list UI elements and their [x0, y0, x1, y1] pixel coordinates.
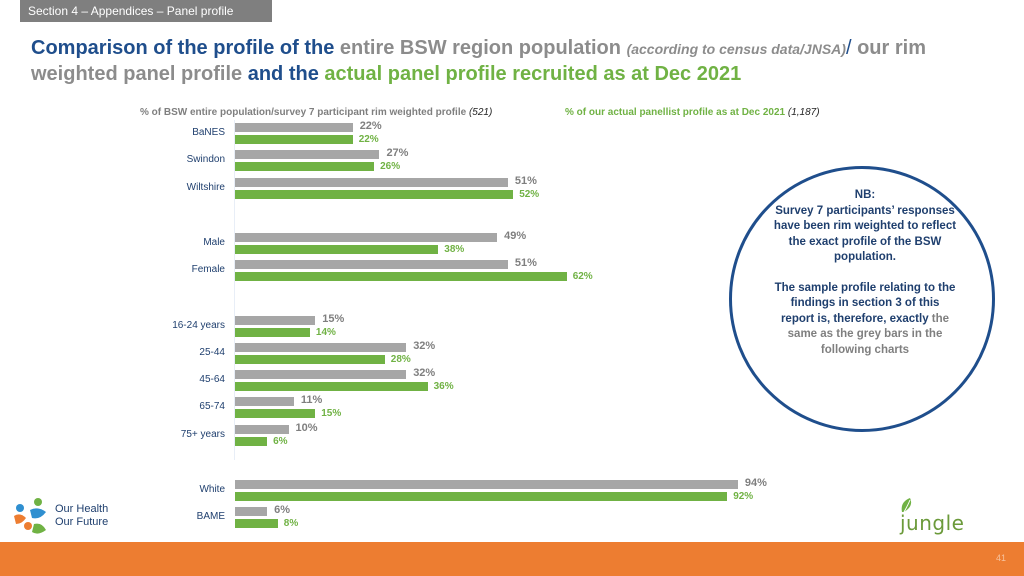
nb-note: NB: Survey 7 participants’ responses hav… [773, 188, 957, 358]
value-label-green-16-24-years: 14% [315, 327, 336, 338]
bar-green-16-24-years [235, 328, 310, 337]
value-label-grey-white: 94% [744, 477, 767, 489]
page-number: 41 [995, 553, 1006, 563]
category-label-65-74: 65-74 [199, 401, 225, 412]
title-part-5: our rim weighted panel profile [31, 37, 926, 85]
bar-green-wiltshire [235, 190, 514, 199]
category-label-white: White [199, 484, 225, 495]
title-part-2: entire BSW region population [339, 37, 627, 59]
bar-green-white [235, 492, 728, 501]
value-label-grey-45-64: 32% [413, 367, 436, 379]
nb-circle [729, 166, 995, 432]
bar-green-45-64 [235, 382, 428, 391]
value-label-grey-25-44: 32% [413, 340, 436, 352]
nb-para-2: The sample profile relating to the findi… [773, 281, 957, 359]
title-part-4: / [845, 37, 858, 59]
bar-green-65-74 [235, 409, 316, 418]
our-health-logo-text: Our Health Our Future [55, 503, 108, 529]
category-label-banes: BaNES [192, 127, 225, 138]
title-part-6: and the [247, 63, 325, 85]
category-label-16-24-years: 16-24 years [172, 320, 225, 331]
legend-green-n: (1,187) [787, 107, 820, 118]
bar-green-bame [235, 519, 278, 528]
value-label-grey-female: 51% [514, 257, 537, 269]
value-label-green-male: 38% [444, 244, 465, 255]
value-label-grey-banes: 22% [359, 120, 382, 132]
legend-green-text: % of our actual panellist profile as at … [565, 107, 788, 118]
bar-grey-16-24-years [235, 316, 316, 325]
category-label-female: Female [191, 264, 225, 275]
value-label-grey-male: 49% [504, 230, 527, 242]
value-label-green-female: 62% [572, 271, 593, 282]
bar-green-banes [235, 135, 353, 144]
category-label-75-years: 75+ years [180, 429, 225, 440]
value-label-grey-swindon: 27% [386, 147, 409, 159]
value-label-green-wiltshire: 52% [519, 189, 540, 200]
category-label-45-64: 45-64 [199, 374, 225, 385]
leaf-icon [901, 498, 912, 513]
bar-green-male [235, 245, 439, 254]
nb-heading: NB: [854, 189, 876, 201]
category-label-bame: BAME [196, 511, 225, 522]
value-label-grey-75-years: 10% [295, 422, 318, 434]
nb-para-2-fade: the same as the grey bars in the followi… [787, 312, 950, 356]
value-label-green-45-64: 36% [433, 381, 454, 392]
bar-grey-male [235, 233, 498, 242]
nb-para-1: Survey 7 participants’ responses have be… [773, 204, 957, 264]
legend-grey: % of BSW entire population/survey 7 part… [140, 107, 492, 118]
legend-grey-text: % of BSW entire population/survey 7 part… [140, 107, 469, 118]
footer-bar [0, 542, 1024, 576]
value-label-green-25-44: 28% [390, 354, 411, 365]
value-label-grey-bame: 6% [274, 504, 290, 516]
value-label-green-bame: 8% [283, 518, 299, 529]
category-label-male: Male [203, 237, 225, 248]
category-label-25-44: 25-44 [199, 347, 225, 358]
our-health-our-future-logo [14, 498, 46, 534]
bar-grey-75-years [235, 425, 289, 434]
title-part-7: actual panel profile recruited as at Dec… [324, 63, 742, 85]
title-part-3: (according to census data/JNSA) [626, 41, 846, 57]
value-label-green-75-years: 6% [273, 436, 288, 447]
legend-green: % of our actual panellist profile as at … [565, 107, 820, 118]
bar-green-75-years [235, 437, 268, 446]
page-title: Comparison of the profile of the entire … [31, 36, 1001, 87]
bar-grey-wiltshire [235, 178, 508, 187]
bar-grey-banes [235, 123, 353, 132]
bar-green-female [235, 272, 567, 281]
value-label-green-white: 92% [733, 491, 754, 502]
bar-grey-female [235, 260, 508, 269]
value-label-grey-65-74: 11% [300, 394, 323, 406]
logo-line-2: Our Future [55, 516, 109, 528]
value-label-green-banes: 22% [358, 134, 379, 145]
nb-para-2-main: The sample profile relating to the findi… [774, 281, 956, 325]
bar-green-25-44 [235, 355, 385, 364]
title-part-1: Comparison of the profile of the [31, 37, 340, 59]
bar-grey-swindon [235, 150, 380, 159]
logo-line-1: Our Health [55, 503, 109, 515]
bar-grey-bame [235, 507, 268, 516]
bar-grey-65-74 [235, 397, 294, 406]
bar-grey-25-44 [235, 343, 407, 352]
legend-grey-n: (521) [468, 107, 493, 118]
section-tab: Section 4 – Appendices – Panel profile [20, 0, 272, 22]
category-label-swindon: Swindon [186, 154, 225, 165]
bar-green-swindon [235, 162, 375, 171]
bar-grey-white [235, 480, 738, 489]
chart-axis-line [234, 120, 235, 460]
value-label-green-swindon: 26% [380, 161, 401, 172]
value-label-grey-16-24-years: 15% [322, 313, 345, 325]
value-label-green-65-74: 15% [321, 408, 342, 419]
value-label-grey-wiltshire: 51% [514, 175, 537, 187]
category-label-wiltshire: Wiltshire [186, 182, 225, 193]
bar-grey-45-64 [235, 370, 407, 379]
